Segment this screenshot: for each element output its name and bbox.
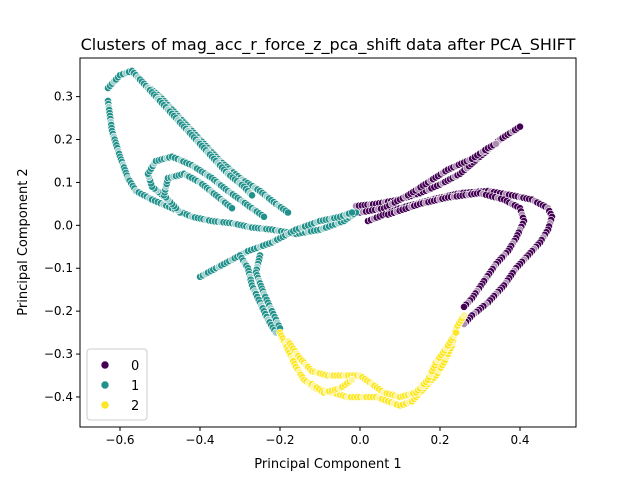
x-axis-ticks: −0.6 −0.4 −0.2 0.0 0.2 0.4 — [105, 427, 530, 447]
series-1-points — [104, 67, 360, 337]
x-axis-label: Principal Component 1 — [254, 457, 401, 472]
x-tick-label: 0.2 — [430, 433, 449, 447]
data-point — [260, 212, 268, 221]
y-axis-ticks: −0.4 −0.3 −0.2 −0.1 0.0 0.1 0.2 0.3 — [44, 90, 80, 404]
chart-title: Clusters of mag_acc_r_force_z_pca_shift … — [81, 35, 576, 55]
y-tick-label: −0.3 — [44, 347, 73, 361]
legend-marker — [100, 400, 110, 410]
data-point — [348, 375, 356, 384]
y-tick-label: −0.2 — [44, 304, 73, 318]
data-point — [452, 328, 460, 337]
data-point — [460, 302, 468, 311]
x-tick-label: −0.6 — [105, 433, 134, 447]
data-point — [284, 208, 292, 217]
data-point — [348, 208, 356, 217]
y-tick-label: −0.4 — [44, 390, 73, 404]
data-point — [492, 139, 500, 148]
x-tick-label: 0.4 — [510, 433, 529, 447]
data-point — [248, 191, 256, 200]
y-tick-label: 0.0 — [54, 218, 73, 232]
data-point — [516, 122, 524, 131]
y-tick-label: 0.2 — [54, 133, 73, 147]
data-points — [104, 67, 556, 410]
y-axis-label: Principal Component 2 — [16, 168, 31, 315]
data-point — [228, 204, 236, 213]
axes-frame — [79, 57, 577, 428]
y-tick-label: −0.1 — [44, 261, 73, 275]
data-point — [460, 311, 468, 320]
legend: 0 1 2 — [86, 348, 148, 421]
legend-label: 1 — [131, 379, 139, 394]
x-tick-label: 0.0 — [350, 433, 369, 447]
x-tick-label: −0.4 — [185, 433, 214, 447]
series-2-points — [276, 311, 468, 410]
legend-label: 0 — [131, 359, 139, 374]
legend-marker — [100, 380, 110, 390]
x-tick-label: −0.2 — [265, 433, 294, 447]
series-0-points — [352, 122, 556, 328]
legend-marker — [100, 360, 110, 370]
y-tick-label: 0.3 — [54, 90, 73, 104]
legend-label: 2 — [131, 399, 139, 414]
y-tick-label: 0.1 — [54, 175, 73, 189]
